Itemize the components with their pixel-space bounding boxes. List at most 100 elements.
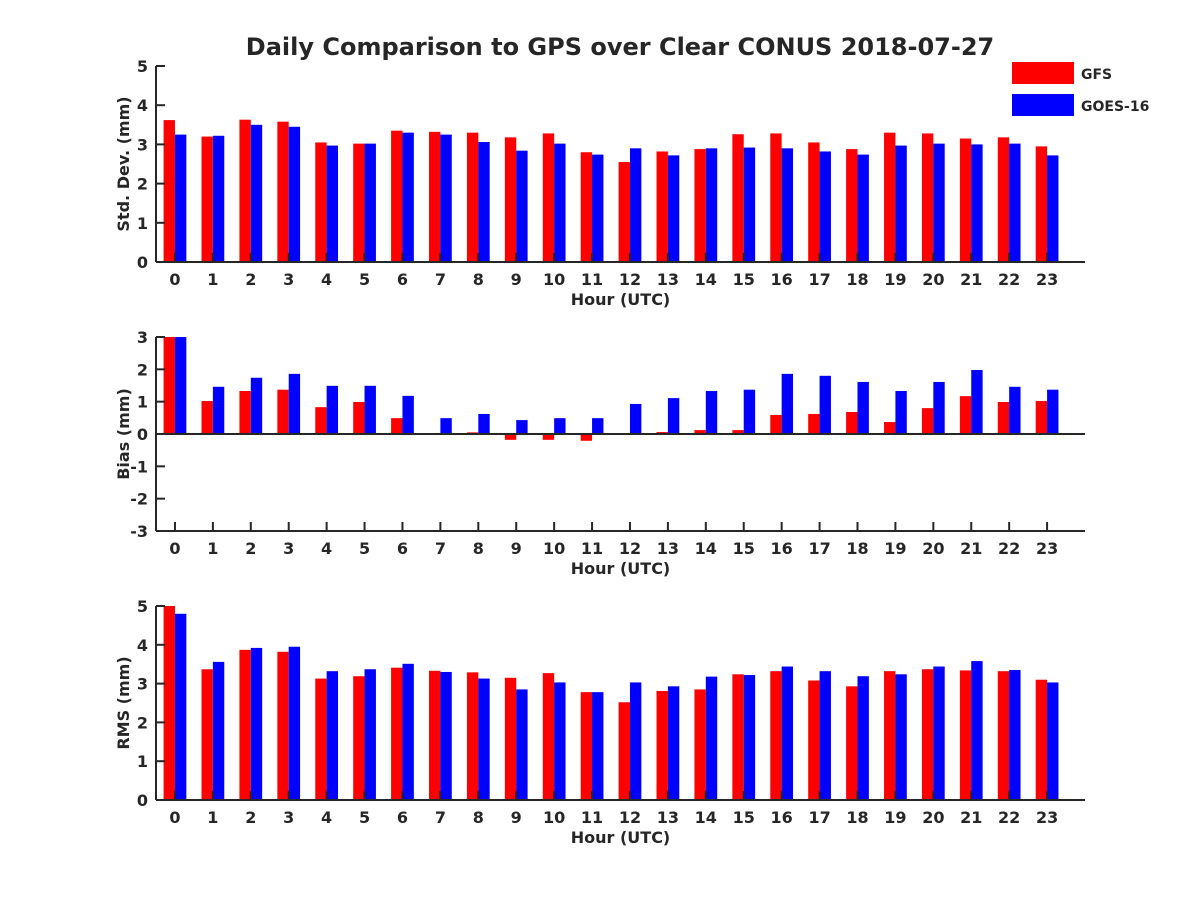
bias-bar-gfs-2 xyxy=(239,391,251,434)
rms-bar-goes16-3 xyxy=(288,646,301,800)
stddev-bar-goes16-18 xyxy=(857,154,869,262)
rms-bar-goes16-12 xyxy=(629,682,642,800)
bias-bar-gfs-22 xyxy=(997,401,1010,434)
stddev-bar-goes16-8 xyxy=(478,142,490,262)
bias-bar-goes16-20 xyxy=(933,381,945,434)
stddev-xtick-label-2: 2 xyxy=(245,270,256,289)
rms-bar-goes16-6 xyxy=(402,663,414,800)
rms-bar-gfs-2 xyxy=(239,649,251,800)
bias-xtick-label-18: 18 xyxy=(846,539,868,558)
stddev-bar-goes16-19 xyxy=(895,145,907,262)
rms-xtick-label-3: 3 xyxy=(283,808,294,827)
rms-bar-gfs-23 xyxy=(1035,679,1048,800)
bias-bar-goes16-19 xyxy=(895,391,907,434)
stddev-bar-gfs-4 xyxy=(315,142,327,262)
bias-xtick-label-11: 11 xyxy=(581,539,603,558)
stddev-bar-goes16-9 xyxy=(516,150,528,262)
stddev-bar-gfs-13 xyxy=(656,151,668,262)
rms-bar-gfs-18 xyxy=(846,686,858,800)
rms-bar-goes16-0 xyxy=(174,613,187,800)
rms-bar-gfs-7 xyxy=(429,670,441,800)
bias-xtick-label-14: 14 xyxy=(695,539,717,558)
bias-y-label: Bias (mm) xyxy=(114,388,133,480)
stddev-bar-goes16-2 xyxy=(250,124,263,262)
stddev-bar-goes16-3 xyxy=(288,126,301,262)
stddev-bar-goes16-17 xyxy=(819,151,831,262)
bias-bar-gfs-18 xyxy=(846,412,858,434)
rms-xtick-label-10: 10 xyxy=(543,808,565,827)
bias-bar-gfs-11 xyxy=(580,434,593,441)
rms-ytick-label-4: 4 xyxy=(137,636,148,655)
bias-bar-gfs-0 xyxy=(163,337,175,434)
stddev-xtick-label-21: 21 xyxy=(960,270,982,289)
stddev-bar-gfs-16 xyxy=(770,133,782,262)
stddev-xtick-label-22: 22 xyxy=(998,270,1020,289)
bias-bar-goes16-9 xyxy=(516,420,528,434)
stddev-bar-goes16-20 xyxy=(933,143,945,262)
bias-ytick-label-4: 1 xyxy=(137,393,148,412)
stddev-ytick-label-5: 5 xyxy=(137,57,148,76)
stddev-xtick-label-5: 5 xyxy=(359,270,370,289)
rms-bar-gfs-20 xyxy=(921,669,934,800)
bias-bar-goes16-10 xyxy=(554,418,566,434)
rms-xtick-label-23: 23 xyxy=(1036,808,1058,827)
stddev-xtick-label-12: 12 xyxy=(619,270,641,289)
bias-bar-goes16-16 xyxy=(781,373,794,434)
bias-bar-gfs-9 xyxy=(504,434,517,440)
legend-label-gfs: GFS xyxy=(1081,67,1112,83)
stddev-bar-gfs-17 xyxy=(808,142,820,262)
rms-bar-goes16-5 xyxy=(364,669,376,800)
stddev-xtick-label-16: 16 xyxy=(771,270,793,289)
stddev-bar-goes16-15 xyxy=(743,147,756,262)
rms-xtick-label-12: 12 xyxy=(619,808,641,827)
stddev-ytick-label-1: 1 xyxy=(137,214,148,233)
rms-xtick-label-2: 2 xyxy=(245,808,256,827)
bias-bar-goes16-17 xyxy=(819,375,831,434)
rms-bar-goes16-20 xyxy=(933,666,945,800)
bias-bar-goes16-12 xyxy=(629,403,642,434)
bias-ytick-label-2: -1 xyxy=(130,457,148,476)
legend-label-goes16: GOES-16 xyxy=(1081,99,1149,115)
bias-bar-gfs-15 xyxy=(732,430,744,434)
bias-xtick-label-19: 19 xyxy=(884,539,906,558)
bias-bar-gfs-21 xyxy=(959,396,972,434)
bias-xtick-label-1: 1 xyxy=(207,539,218,558)
bias-bar-goes16-23 xyxy=(1047,389,1059,434)
legend: GFS GOES-16 xyxy=(1012,62,1149,116)
stddev-bar-gfs-8 xyxy=(466,132,479,262)
stddev-bar-gfs-5 xyxy=(353,143,365,262)
rms-bar-gfs-17 xyxy=(808,680,820,800)
rms-bar-goes16-19 xyxy=(895,674,907,800)
rms-xtick-label-17: 17 xyxy=(808,808,830,827)
bias-xtick-label-20: 20 xyxy=(922,539,944,558)
stddev-bar-goes16-1 xyxy=(212,135,225,262)
rms-bar-gfs-4 xyxy=(315,678,327,800)
rms-bar-goes16-7 xyxy=(440,671,452,800)
rms-x-label: Hour (UTC) xyxy=(571,828,671,847)
rms-ytick-label-5: 5 xyxy=(137,597,148,616)
rms-bar-goes16-9 xyxy=(516,689,528,800)
stddev-bar-gfs-19 xyxy=(884,132,896,262)
bias-xtick-label-6: 6 xyxy=(397,539,408,558)
bias-ytick-label-3: 0 xyxy=(137,425,148,444)
rms-bar-gfs-10 xyxy=(542,673,555,800)
bias-bar-gfs-16 xyxy=(770,414,782,434)
bias-bar-goes16-22 xyxy=(1009,386,1021,434)
rms-bar-goes16-14 xyxy=(705,676,718,800)
rms-bar-gfs-13 xyxy=(656,690,668,800)
bias-bar-goes16-7 xyxy=(440,418,452,434)
bias-ytick-label-5: 2 xyxy=(137,360,148,379)
bias-x-label: Hour (UTC) xyxy=(571,559,671,578)
rms-bar-gfs-6 xyxy=(391,667,403,800)
bias-xtick-label-15: 15 xyxy=(733,539,755,558)
stddev-bar-goes16-11 xyxy=(592,154,604,262)
stddev-bar-gfs-14 xyxy=(694,149,706,262)
stddev-bar-goes16-13 xyxy=(667,155,680,262)
rms-xtick-label-16: 16 xyxy=(771,808,793,827)
rms-bar-goes16-11 xyxy=(592,692,604,800)
stddev-bar-goes16-0 xyxy=(174,134,187,262)
stddev-bar-gfs-11 xyxy=(580,152,593,262)
bias-xtick-label-8: 8 xyxy=(473,539,484,558)
